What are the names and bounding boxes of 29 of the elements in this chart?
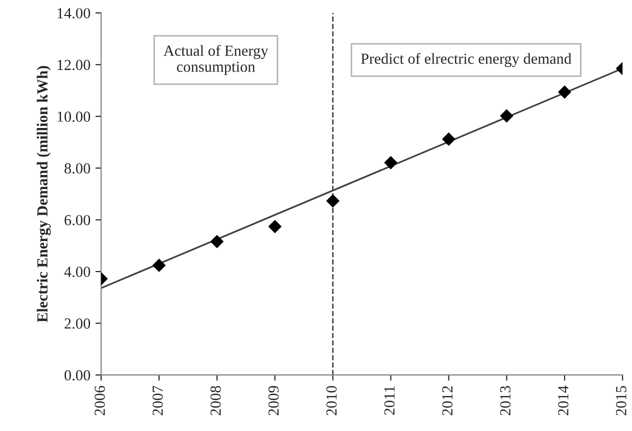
x-tick-label: 2014 (558, 386, 568, 416)
y-tick-label: 14.00 (58, 8, 90, 18)
point (268, 220, 282, 234)
annotation: Predict of elrectric energy demand (361, 52, 572, 68)
y-tick-label: 12.00 (58, 60, 90, 70)
y-tick-label: 10.00 (58, 112, 90, 122)
x-tick-label: 2009 (268, 386, 279, 416)
y-tick-label: 4.00 (64, 266, 90, 278)
point (384, 156, 398, 170)
y-axis-title: Electric Energy Demand (million kWh) (36, 66, 51, 322)
point (558, 85, 572, 99)
y-tick-label: 8.00 (64, 163, 90, 174)
annotation: Actual of Energy consumption (164, 44, 268, 76)
y-tick-label: 0.00 (64, 370, 90, 380)
x-tick-label: 2010 (326, 386, 337, 416)
x-tick-label: 2007 (152, 386, 163, 416)
point (210, 234, 224, 248)
point (326, 194, 340, 208)
y-tick-label: 6.00 (64, 214, 90, 226)
point (500, 109, 514, 122)
x-tick-label: 2008 (210, 386, 221, 416)
x-tick-label: 2012 (442, 386, 453, 416)
x-tick-label: 2013 (500, 386, 510, 416)
y-tick-label: 2.00 (64, 318, 90, 329)
x-tick-label: 2011 (384, 386, 395, 415)
point (442, 132, 456, 146)
x-tick-label: 2015 (616, 386, 626, 416)
point (152, 258, 166, 272)
x-tick-label: 2006 (94, 386, 105, 416)
